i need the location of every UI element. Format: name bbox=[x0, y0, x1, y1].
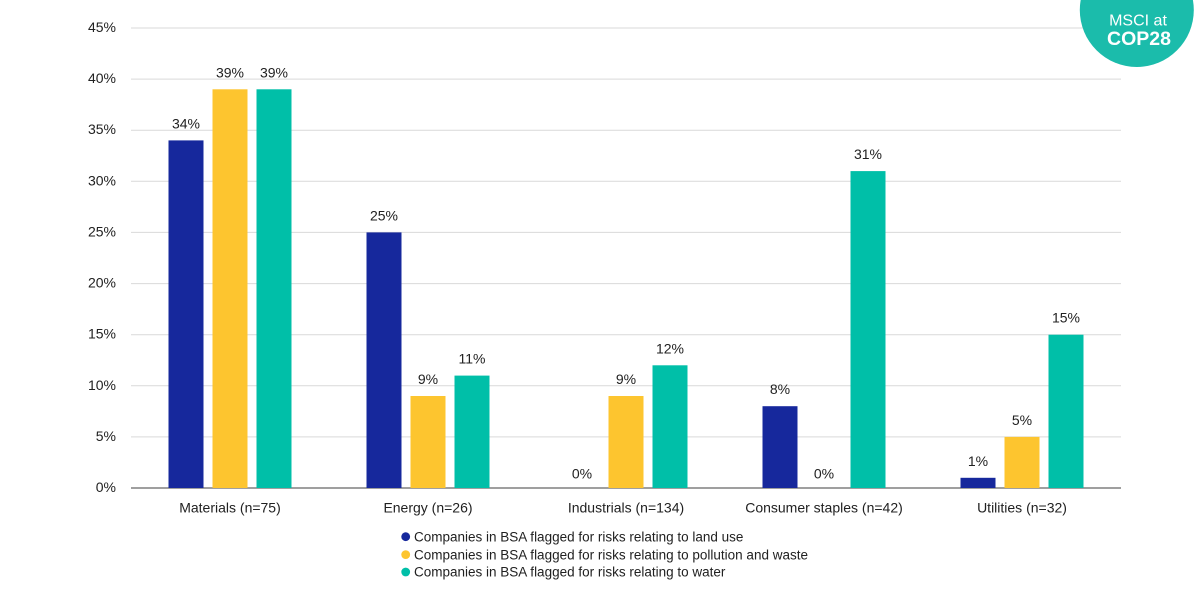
svg-text:5%: 5% bbox=[96, 428, 116, 444]
svg-text:39%: 39% bbox=[260, 64, 288, 80]
svg-text:20%: 20% bbox=[88, 275, 116, 291]
svg-text:9%: 9% bbox=[418, 371, 438, 387]
svg-text:0%: 0% bbox=[96, 479, 116, 495]
svg-text:10%: 10% bbox=[88, 377, 116, 393]
svg-text:5%: 5% bbox=[1012, 412, 1032, 428]
svg-text:40%: 40% bbox=[88, 70, 116, 86]
svg-text:Consumer staples (n=42): Consumer staples (n=42) bbox=[745, 500, 903, 516]
svg-text:9%: 9% bbox=[616, 371, 636, 387]
svg-text:30%: 30% bbox=[88, 172, 116, 188]
svg-text:0%: 0% bbox=[572, 466, 592, 482]
svg-text:11%: 11% bbox=[459, 351, 486, 367]
svg-text:34%: 34% bbox=[172, 115, 200, 131]
svg-text:45%: 45% bbox=[88, 19, 116, 35]
svg-text:MSCI at: MSCI at bbox=[1109, 12, 1167, 29]
svg-text:8%: 8% bbox=[770, 381, 790, 397]
svg-text:Materials (n=75): Materials (n=75) bbox=[179, 500, 281, 516]
svg-text:Utilities (n=32): Utilities (n=32) bbox=[977, 500, 1067, 516]
svg-text:1%: 1% bbox=[968, 453, 988, 469]
svg-text:Companies in BSA flagged for r: Companies in BSA flagged for risks relat… bbox=[414, 565, 726, 580]
svg-text:25%: 25% bbox=[88, 223, 116, 239]
svg-text:31%: 31% bbox=[854, 146, 882, 162]
svg-text:25%: 25% bbox=[370, 207, 398, 223]
svg-text:COP28: COP28 bbox=[1107, 28, 1171, 50]
svg-text:Energy (n=26): Energy (n=26) bbox=[383, 500, 472, 516]
svg-text:15%: 15% bbox=[1052, 310, 1080, 326]
svg-text:Companies in BSA flagged for r: Companies in BSA flagged for risks relat… bbox=[414, 547, 808, 562]
svg-text:0%: 0% bbox=[814, 466, 834, 482]
svg-text:35%: 35% bbox=[88, 121, 116, 137]
svg-text:Industrials (n=134): Industrials (n=134) bbox=[568, 500, 684, 516]
svg-text:15%: 15% bbox=[88, 326, 116, 342]
svg-text:12%: 12% bbox=[656, 340, 684, 356]
svg-text:Companies in BSA flagged for r: Companies in BSA flagged for risks relat… bbox=[414, 529, 743, 544]
svg-text:39%: 39% bbox=[216, 64, 244, 80]
